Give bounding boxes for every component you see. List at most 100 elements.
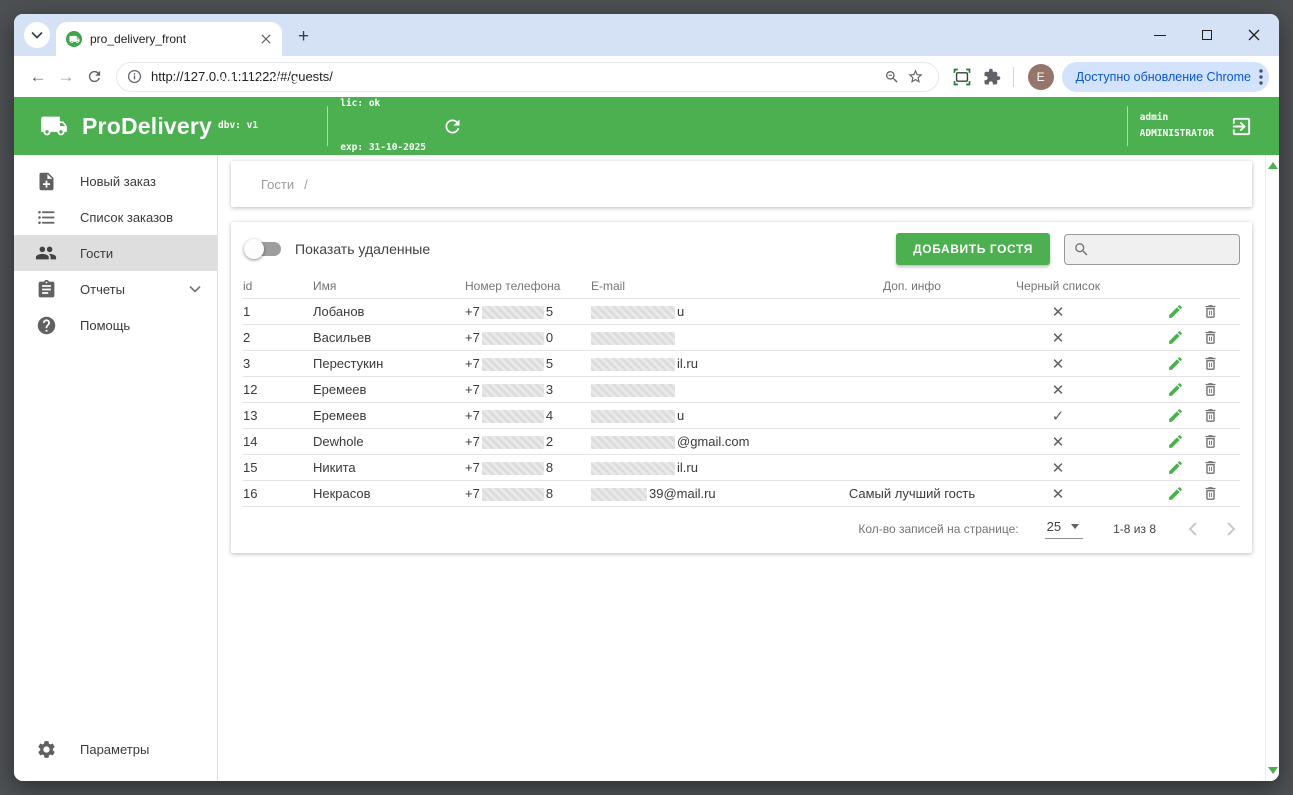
cell-email: u	[591, 408, 841, 424]
reload-icon[interactable]	[80, 63, 108, 91]
sidebar-item-new-order[interactable]: Новый заказ	[14, 163, 217, 199]
search-box[interactable]	[1064, 233, 1240, 265]
cell-blacklist: ✕	[983, 485, 1133, 503]
breadcrumb-current[interactable]: Гости	[261, 176, 295, 192]
delete-icon[interactable]	[1201, 328, 1221, 348]
header-divider	[1126, 106, 1128, 146]
url-text[interactable]: http://127.0.0.1:11222/#/guests/	[151, 69, 333, 84]
scroll-down-icon[interactable]	[1268, 767, 1278, 774]
phone-suffix: 5	[545, 355, 554, 371]
scroll-up-icon[interactable]	[1268, 162, 1278, 169]
redacted-phone	[481, 462, 544, 476]
cell-name: Еремеев	[313, 382, 367, 397]
cell-info: Самый лучший гость	[848, 486, 976, 501]
sidebar-item-help[interactable]: Помощь	[14, 307, 217, 343]
search-icon	[1075, 242, 1088, 256]
cell-email: u	[591, 304, 841, 320]
logout-icon[interactable]	[1230, 115, 1253, 138]
cell-blacklist: ✕	[983, 355, 1133, 373]
blacklist-mark: ✓	[1051, 407, 1065, 425]
help-icon	[35, 315, 57, 336]
edit-icon[interactable]	[1166, 302, 1186, 322]
minimize-button[interactable]	[1153, 28, 1167, 42]
sidebar-item-guests[interactable]: Гости	[14, 235, 217, 271]
menu-dots-icon[interactable]	[1259, 68, 1263, 85]
search-input[interactable]	[1096, 241, 1231, 257]
cell-name: Некрасов	[313, 486, 371, 501]
sidebar-item-settings[interactable]: Параметры	[14, 731, 216, 767]
browser-tab[interactable]: pro_delivery_front	[56, 22, 282, 56]
cell-name: Никита	[313, 460, 356, 475]
prev-page-icon[interactable]	[1188, 522, 1197, 536]
bookmark-star-icon[interactable]	[904, 65, 928, 89]
cell-id: 1	[243, 304, 251, 319]
redacted-email	[591, 306, 675, 320]
cell-phone: +7 4	[465, 408, 591, 424]
edit-icon[interactable]	[1166, 406, 1186, 426]
cell-name: Васильев	[313, 330, 372, 345]
phone-prefix: +7	[465, 303, 480, 319]
sidebar: Новый заказ Список заказов Гости	[14, 155, 218, 781]
delete-icon[interactable]	[1201, 484, 1221, 504]
cell-phone: +7 8	[465, 459, 591, 476]
table-header-row: id Имя Номер телефона E-mail Доп. инфо Ч…	[243, 274, 1240, 299]
zoom-icon[interactable]	[880, 65, 904, 89]
edit-icon[interactable]	[1166, 458, 1186, 478]
forward-icon[interactable]: →	[57, 66, 75, 86]
address-bar[interactable]: http://127.0.0.1:11222/#/guests/	[116, 61, 939, 92]
maximize-button[interactable]	[1200, 28, 1214, 42]
cell-id: 3	[243, 356, 251, 371]
phone-suffix: 8	[545, 485, 554, 501]
sidebar-item-label: Помощь	[80, 317, 131, 333]
delete-icon[interactable]	[1201, 432, 1221, 452]
delete-icon[interactable]	[1201, 458, 1221, 478]
cell-email: il.ru	[591, 355, 841, 372]
site-info-icon[interactable]	[127, 69, 142, 84]
delete-icon[interactable]	[1201, 302, 1221, 322]
cell-id: 2	[243, 330, 251, 345]
cell-name: Перестукин	[313, 356, 384, 371]
cell-blacklist: ✓	[983, 407, 1133, 425]
edit-icon[interactable]	[1166, 432, 1186, 452]
redacted-phone	[481, 436, 544, 450]
phone-suffix: 8	[545, 459, 554, 475]
refresh-icon[interactable]	[442, 116, 463, 137]
user-role: ADMINISTRATOR	[1139, 128, 1214, 139]
header-name: Имя	[313, 279, 337, 293]
back-icon[interactable]: ←	[29, 66, 47, 86]
add-guest-button[interactable]: ДОБАВИТЬ ГОСТЯ	[896, 233, 1050, 265]
edit-icon[interactable]	[1166, 380, 1186, 400]
delete-icon[interactable]	[1201, 354, 1221, 374]
sidebar-item-reports[interactable]: Отчеты	[14, 271, 217, 307]
screen-capture-icon[interactable]	[947, 62, 977, 92]
show-deleted-toggle[interactable]	[244, 239, 281, 259]
page-scrollbar[interactable]	[1265, 155, 1279, 781]
cell-blacklist: ✕	[983, 433, 1133, 451]
new-tab-button[interactable]: +	[298, 26, 310, 47]
extensions-puzzle-icon[interactable]	[977, 62, 1007, 92]
delete-icon[interactable]	[1201, 380, 1221, 400]
cell-id: 15	[243, 460, 258, 475]
edit-icon[interactable]	[1166, 328, 1186, 348]
table-row: 2 Васильев +7 0 ✕	[243, 325, 1240, 351]
sidebar-item-order-list[interactable]: Список заказов	[14, 199, 217, 235]
chevron-down-icon	[189, 285, 201, 293]
tab-search-button[interactable]	[24, 22, 50, 48]
chrome-update-button[interactable]: Доступно обновление Chrome	[1061, 61, 1269, 92]
cell-actions	[1133, 484, 1253, 504]
edit-icon[interactable]	[1166, 354, 1186, 374]
edit-icon[interactable]	[1166, 484, 1186, 504]
phone-suffix: 2	[545, 433, 554, 449]
delete-icon[interactable]	[1201, 406, 1221, 426]
cell-phone: +7 5	[465, 303, 591, 320]
redacted-phone	[481, 384, 544, 398]
cell-email: 39@mail.ru	[591, 486, 841, 502]
email-suffix: il.ru	[677, 355, 698, 371]
blacklist-mark: ✕	[1051, 485, 1065, 503]
next-page-icon[interactable]	[1227, 522, 1236, 536]
page-size-select[interactable]: 25	[1044, 519, 1084, 539]
tab-close-icon[interactable]	[258, 31, 274, 47]
close-window-button[interactable]	[1247, 28, 1261, 42]
profile-avatar[interactable]: E	[1027, 63, 1054, 90]
license-status: lic: ok	[340, 97, 381, 109]
